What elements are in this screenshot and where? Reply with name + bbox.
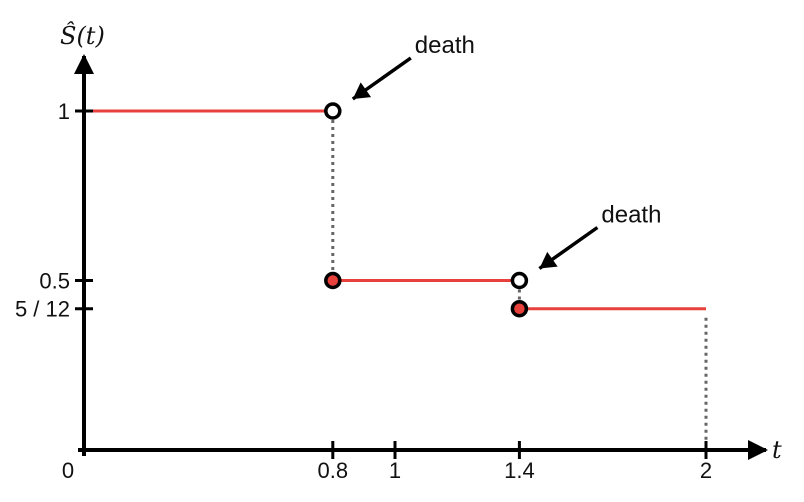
- y-axis-label: Ŝ(t): [60, 21, 105, 50]
- filled-point-1: [510, 299, 529, 318]
- annotation-0: death: [415, 32, 475, 59]
- filled-point-0: [324, 271, 342, 290]
- annotation-arrowhead-1: [539, 251, 558, 269]
- x-tick-label-2: 1: [389, 458, 401, 483]
- x-tick-label-1: 0.8: [318, 458, 349, 483]
- y-tick-label-1: 0.5: [39, 269, 70, 294]
- annotation-1: death: [601, 202, 661, 229]
- x-tick-label-0: 0: [62, 458, 74, 483]
- annotations: death death: [351, 32, 661, 270]
- points: [324, 102, 529, 318]
- x-axis-label: t: [772, 436, 782, 464]
- x-tick-label-4: 2: [700, 458, 712, 483]
- y-tick-label-0: 1: [58, 99, 70, 124]
- x-tick-label-3: 1.4: [504, 458, 535, 483]
- open-point-0: [324, 102, 342, 120]
- y-tick-label-2: 5 / 12: [15, 297, 70, 322]
- axes: [74, 54, 768, 460]
- annotation-arrowhead-0: [352, 82, 372, 99]
- dotted-lines: [331, 120, 708, 450]
- ticks: 0 0.8 1 1.4 2 1 0.5 5 / 12: [15, 99, 712, 483]
- step-lines: [84, 109, 706, 311]
- open-point-1: [510, 271, 529, 290]
